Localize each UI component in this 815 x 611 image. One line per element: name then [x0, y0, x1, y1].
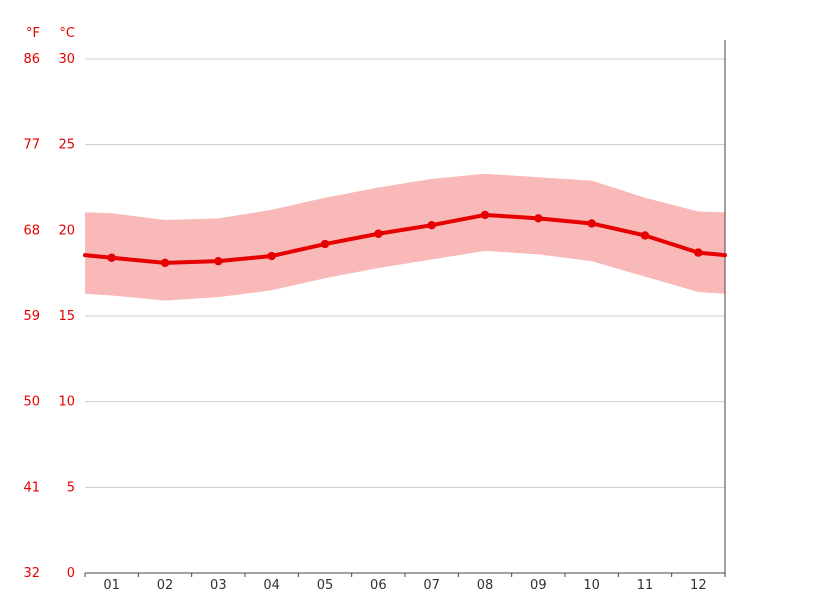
y-axis-label-celsius-30: 30 [58, 52, 75, 67]
x-axis-label-06: 06 [370, 578, 387, 593]
x-axis-label-03: 03 [210, 578, 227, 593]
data-point-month-11 [640, 231, 650, 240]
y-axis-label-fahrenheit-68: 68 [23, 223, 40, 238]
data-point-month-10 [587, 219, 596, 228]
x-axis-label-09: 09 [530, 578, 547, 593]
x-axis-label-10: 10 [583, 578, 600, 593]
x-axis-label-05: 05 [317, 578, 334, 593]
y-axis-label-fahrenheit-41: 41 [23, 480, 40, 495]
data-point-month-08 [480, 210, 490, 220]
fahrenheit-unit-label: °F [26, 26, 40, 41]
data-point-month-05 [320, 239, 330, 249]
x-axis-label-08: 08 [477, 578, 494, 593]
data-point-month-12 [694, 248, 703, 257]
y-axis-label-celsius-25: 25 [58, 138, 75, 153]
data-point-month-06 [374, 229, 383, 238]
x-axis-label-02: 02 [157, 578, 174, 593]
data-point-month-09 [534, 214, 543, 223]
y-axis-label-fahrenheit-86: 86 [23, 52, 40, 67]
x-axis-label-07: 07 [423, 578, 440, 593]
y-axis-label-fahrenheit-59: 59 [23, 309, 40, 324]
data-point-month-07 [427, 220, 436, 230]
x-axis-label-11: 11 [637, 578, 654, 593]
average-temperature-line [83, 212, 727, 265]
x-axis-label-01: 01 [103, 578, 120, 593]
data-point-month-01 [107, 253, 116, 262]
x-axis-label-04: 04 [263, 578, 280, 593]
data-point-month-03 [214, 256, 223, 266]
y-axis-label-celsius-20: 20 [58, 223, 75, 238]
data-point-month-04 [267, 251, 276, 261]
y-axis-label-celsius-15: 15 [58, 309, 75, 324]
y-axis-label-celsius-5: 5 [67, 480, 75, 495]
temperature-range-band [85, 173, 725, 301]
y-axis-label-celsius-0: 0 [67, 566, 75, 581]
data-point-month-02 [160, 258, 170, 268]
y-axis-label-celsius-10: 10 [58, 395, 75, 410]
y-axis-label-fahrenheit-77: 77 [23, 138, 40, 153]
y-axis-label-fahrenheit-50: 50 [23, 395, 40, 410]
y-axis-label-fahrenheit-32: 32 [23, 566, 40, 581]
celsius-unit-label: °C [59, 26, 75, 41]
x-axis-label-12: 12 [690, 578, 707, 593]
